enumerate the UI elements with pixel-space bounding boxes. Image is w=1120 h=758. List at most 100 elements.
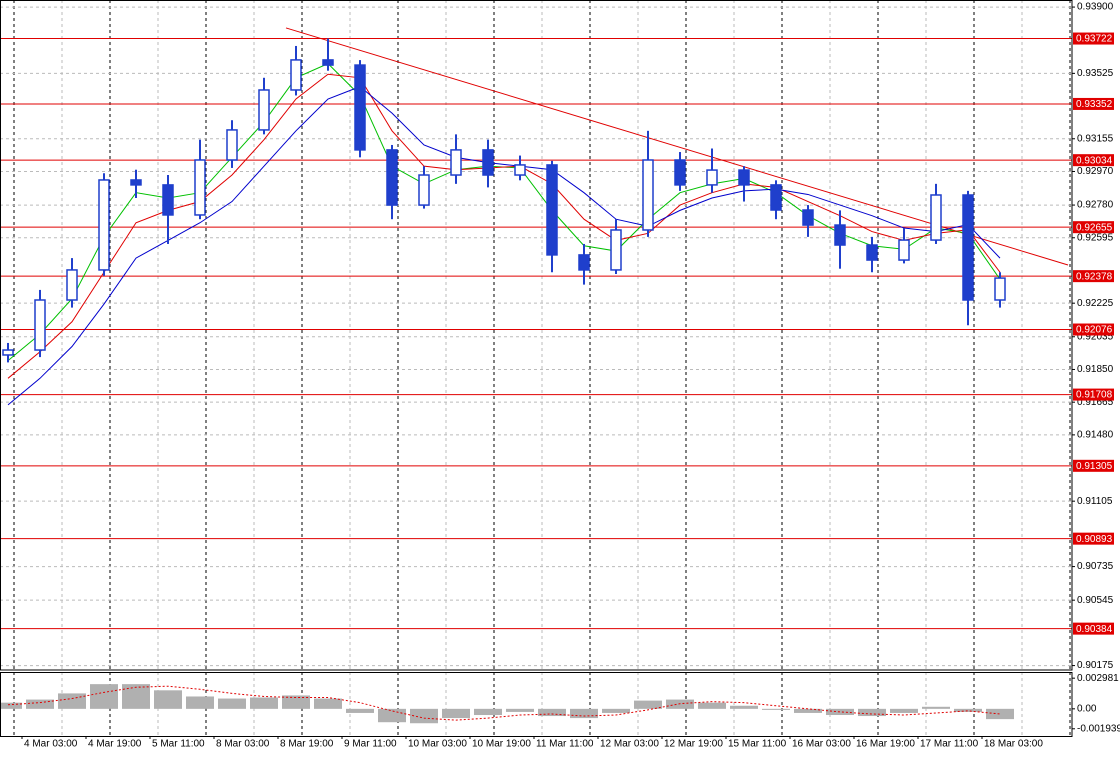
y-tick-label: 0.90175 (1077, 660, 1114, 671)
x-tick-label: 15 Mar 11:00 (728, 739, 787, 750)
histogram-bar (602, 708, 630, 713)
histogram-bar (922, 706, 950, 709)
y-tick-label: 0.90545 (1077, 595, 1114, 606)
level-label-box (1073, 32, 1114, 45)
level-label: 0.91708 (1076, 390, 1113, 401)
level-label: 0.93034 (1076, 155, 1113, 166)
y-tick-label: 0.92225 (1077, 298, 1114, 309)
histogram-bar (314, 698, 342, 709)
x-tick-label: 10 Mar 19:00 (472, 739, 531, 750)
histogram-bar (826, 708, 854, 716)
candle-body (930, 194, 942, 241)
level-label: 0.93722 (1076, 34, 1113, 45)
candle-body (130, 179, 142, 186)
y-tick-label: 0.002981 (1077, 673, 1119, 684)
signal-line (7, 685, 1001, 721)
histogram-bar (154, 690, 182, 709)
level-label: 0.92076 (1076, 325, 1113, 336)
x-tick-label: 9 Mar 11:00 (344, 739, 397, 750)
y-tick-label: 0.93155 (1077, 133, 1114, 144)
histogram-bar (858, 708, 886, 717)
candle-body (226, 129, 238, 161)
x-tick-label: 16 Mar 03:00 (792, 739, 851, 750)
level-label: 0.90384 (1076, 624, 1113, 635)
candle-body (66, 269, 78, 301)
candle-body (514, 164, 526, 176)
histogram-bar (58, 693, 86, 709)
y-tick-label: 0.90735 (1077, 561, 1114, 572)
y-tick-label: 0.91480 (1077, 430, 1114, 441)
candle-body (290, 59, 302, 91)
level-label-box (1073, 221, 1114, 234)
candle-body (482, 149, 494, 176)
level-label: 0.92378 (1076, 271, 1113, 282)
candle-body (642, 159, 654, 231)
histogram-bar (698, 702, 726, 709)
y-tick-label: 0.93525 (1077, 68, 1114, 79)
x-tick-label: 11 Mar 11:00 (536, 739, 594, 750)
histogram-bar (506, 708, 534, 712)
y-tick-label: 0.00 (1077, 703, 1097, 714)
histogram-bar (26, 699, 54, 709)
histogram-bar (378, 708, 406, 723)
x-tick-label: 18 Mar 03:00 (984, 739, 1043, 750)
candle-body (578, 254, 590, 271)
candle-body (258, 89, 270, 131)
candle-body (162, 184, 174, 216)
x-tick-label: 8 Mar 19:00 (280, 739, 334, 750)
histogram-bar (90, 684, 118, 709)
candle-body (546, 164, 558, 256)
x-tick-label: 4 Mar 19:00 (88, 739, 142, 750)
y-tick-label: 0.92035 (1077, 331, 1114, 342)
level-label-box (1073, 388, 1114, 401)
histogram-bar (474, 708, 502, 716)
y-tick-label: 0.92595 (1077, 232, 1114, 243)
histogram-bar (0, 702, 22, 709)
candle-body (834, 224, 846, 246)
histogram-bar (410, 708, 438, 724)
y-tick-label: 0.91665 (1077, 397, 1114, 408)
histogram-bar (282, 695, 310, 709)
candle-body (354, 64, 366, 151)
candle-body (98, 179, 110, 271)
level-label-box (1073, 323, 1114, 336)
histogram-bar (250, 697, 278, 709)
x-tick-label: 10 Mar 03:00 (408, 739, 467, 750)
x-tick-label: 5 Mar 11:00 (152, 739, 205, 750)
y-tick-label: 0.91105 (1077, 496, 1113, 507)
histogram-bar (666, 699, 694, 709)
level-label-box (1073, 622, 1114, 635)
candle-body (418, 174, 430, 206)
level-label-box (1073, 154, 1114, 167)
level-label-box (1073, 459, 1114, 472)
histogram-bar (954, 708, 982, 712)
histogram-bar (762, 708, 790, 710)
histogram-bar (346, 708, 374, 713)
candle-body (194, 159, 206, 216)
candle-body (770, 184, 782, 211)
x-tick-label: 12 Mar 19:00 (664, 739, 723, 750)
level-label-box (1073, 532, 1114, 545)
x-tick-label: 16 Mar 19:00 (856, 739, 915, 750)
y-tick-label: 0.92780 (1077, 200, 1114, 211)
level-label: 0.91305 (1076, 461, 1113, 472)
level-label: 0.92655 (1076, 222, 1113, 233)
histogram-bar (570, 708, 598, 719)
histogram-bar (218, 698, 246, 709)
candle-body (674, 159, 686, 186)
sub-frame (0, 672, 1073, 737)
main-frame (0, 0, 1073, 671)
moving-average (7, 86, 1001, 406)
y-tick-label: -0.001939 (1077, 723, 1120, 734)
x-tick-label: 17 Mar 11:00 (920, 739, 979, 750)
candle-body (962, 194, 974, 301)
histogram-bar (794, 708, 822, 713)
candle-body (610, 229, 622, 271)
histogram-bar (442, 708, 470, 719)
candle-body (34, 299, 46, 351)
candle-body (866, 244, 878, 261)
vertical-grid (13, 0, 1071, 736)
y-tick-label: 0.91850 (1077, 364, 1114, 375)
